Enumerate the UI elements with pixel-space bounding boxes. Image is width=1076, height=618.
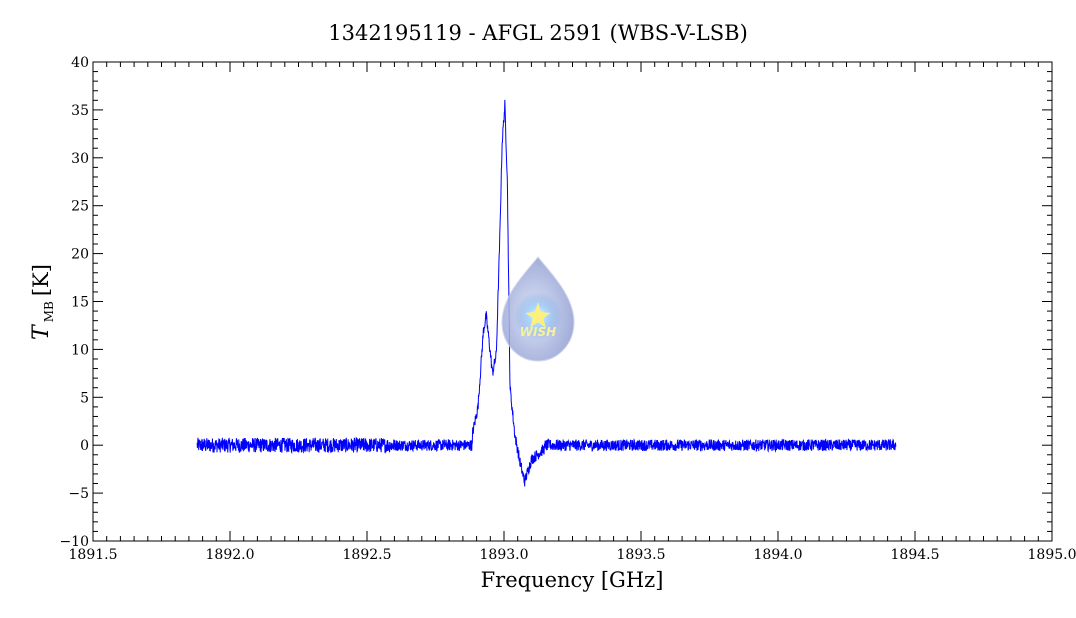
y-tick-label: 40 [71, 55, 89, 71]
svg-text:TMB[K]: TMB [K] [29, 264, 56, 340]
x-tick-label: 1891.5 [69, 547, 118, 563]
y-tick-label: 5 [80, 390, 89, 406]
y-axis-label-unit: [K] [29, 264, 53, 296]
x-tick-label: 1893.5 [617, 547, 666, 563]
x-tick-label: 1894.5 [891, 547, 940, 563]
x-tick-label: 1892.0 [206, 547, 255, 563]
x-tick-label: 1894.0 [754, 547, 803, 563]
axis-tick-labels: 1891.5 1892.0 1892.5 1893.0 1893.5 1894.0 1894… [59, 55, 1076, 563]
y-axis-label: TMB [K] [29, 264, 56, 340]
y-tick-label: −10 [59, 534, 89, 550]
x-tick-label: 1893.0 [480, 547, 529, 563]
spectrum-series-line [196, 99, 897, 487]
y-tick-label: 0 [80, 438, 89, 454]
y-tick-label: 10 [71, 342, 89, 358]
x-tick-label: 1892.5 [343, 547, 392, 563]
wish-watermark-text: WISH [520, 325, 556, 339]
x-tick-label: 1895.0 [1028, 547, 1076, 563]
axis-ticks [92, 61, 1053, 542]
wish-watermark: WISH [501, 256, 575, 362]
wish-star-icon [525, 302, 551, 328]
x-axis-label: Frequency [GHz] [481, 568, 664, 592]
y-tick-label: −5 [68, 486, 89, 502]
y-axis-label-subscript: MB [42, 301, 56, 322]
y-tick-label: 20 [71, 247, 89, 263]
y-tick-label: 35 [71, 103, 89, 119]
y-tick-label: 30 [71, 151, 89, 167]
chart-title: 1342195119 - AFGL 2591 (WBS-V-LSB) [328, 21, 748, 45]
y-tick-label: 15 [71, 295, 89, 311]
y-axis-label-symbol: T [29, 323, 54, 340]
plot-area-frame [92, 61, 1053, 542]
y-tick-label: 25 [71, 199, 89, 215]
